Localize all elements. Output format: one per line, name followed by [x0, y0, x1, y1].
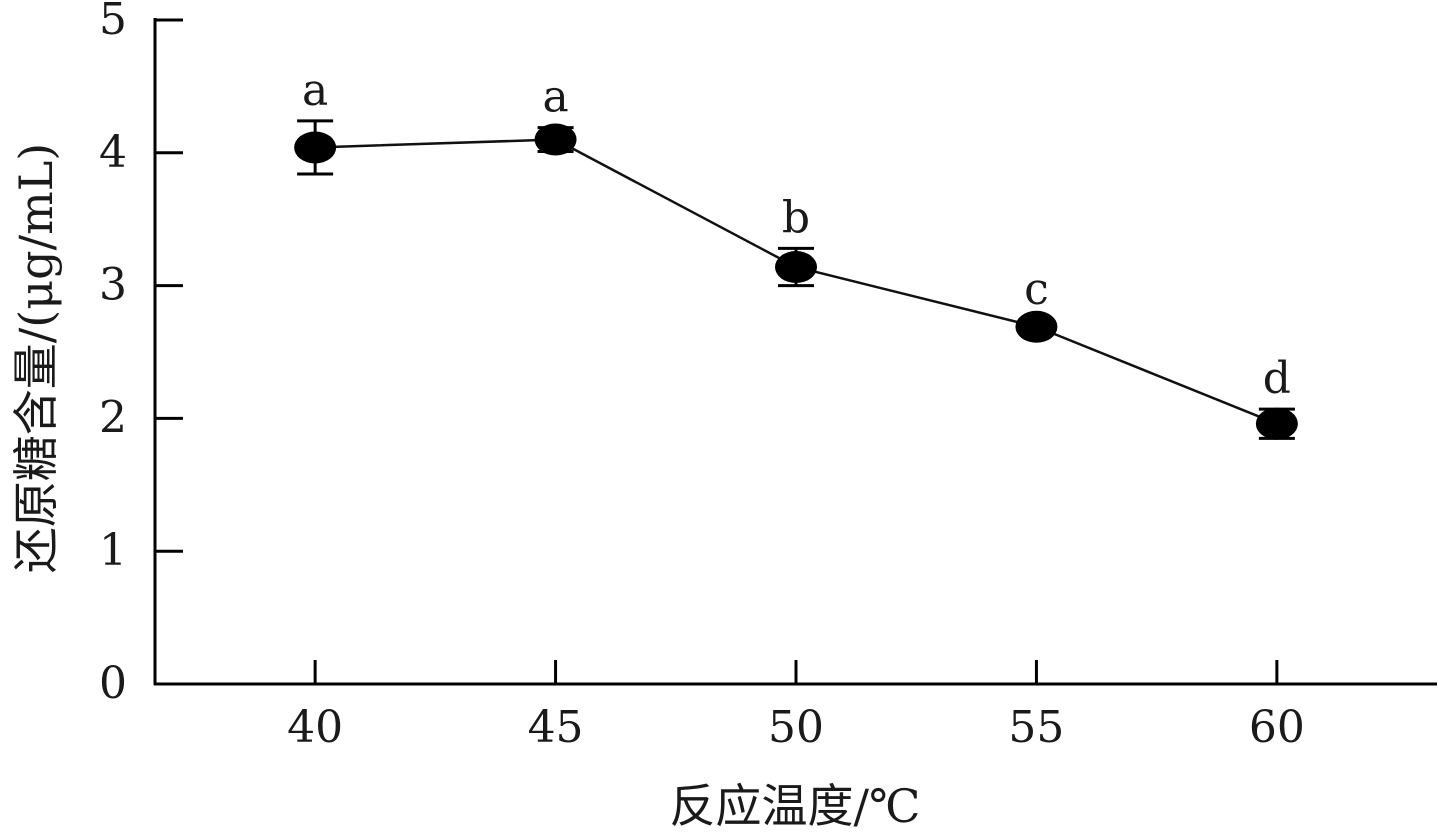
significance-label: d — [1263, 353, 1291, 404]
x-axis-title: 反应温度/℃ — [670, 779, 921, 830]
y-tick-label: 0 — [99, 658, 127, 709]
data-point — [534, 123, 577, 156]
data-point — [775, 251, 817, 284]
x-tick-label: 60 — [1249, 702, 1305, 753]
significance-label: b — [782, 192, 810, 243]
significance-label: c — [1024, 264, 1049, 315]
y-tick-label: 5 — [99, 0, 127, 45]
y-tick-label: 4 — [99, 127, 127, 178]
significance-label: a — [542, 72, 568, 123]
y-tick-label: 2 — [99, 392, 127, 443]
y-tick-label: 1 — [99, 525, 127, 576]
data-point — [1255, 407, 1298, 440]
x-tick-label: 55 — [1008, 702, 1064, 753]
y-axis-title: 还原糖含量/(μg/mL) — [9, 143, 63, 573]
x-tick-label: 40 — [287, 702, 343, 753]
x-tick-label: 45 — [528, 702, 584, 753]
data-point — [1015, 310, 1058, 343]
series-layer: a a b c d — [294, 65, 1298, 440]
axes — [153, 18, 1437, 686]
y-tick-label: 3 — [99, 260, 127, 311]
significance-label: a — [302, 65, 328, 116]
x-tick-label: 50 — [768, 702, 824, 753]
data-point — [294, 131, 337, 164]
